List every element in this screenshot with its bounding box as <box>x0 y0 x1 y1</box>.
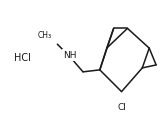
Text: HCl: HCl <box>14 53 31 63</box>
Text: CH₃: CH₃ <box>37 31 51 40</box>
Text: Cl: Cl <box>117 103 126 112</box>
Text: NH: NH <box>63 51 77 60</box>
